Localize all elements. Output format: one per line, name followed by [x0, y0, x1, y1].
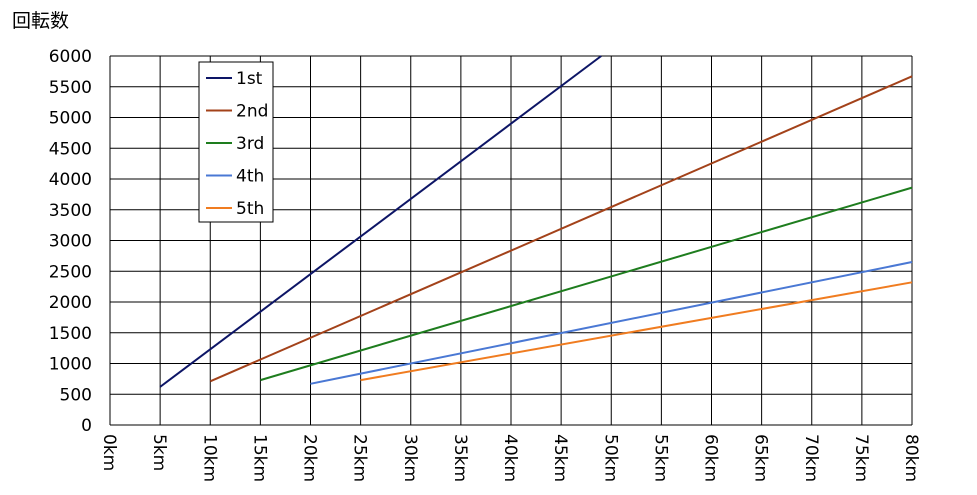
- x-tick-label: 20km: [300, 434, 320, 482]
- y-tick-label: 1500: [49, 324, 92, 344]
- legend-label-5th: 5th: [236, 199, 264, 219]
- legend: 1st 2nd 3rd 4th 5th: [198, 61, 274, 223]
- x-tick-label: 45km: [550, 434, 570, 482]
- legend-label-3rd: 3rd: [236, 134, 264, 154]
- x-tick-label: 80km: [901, 434, 921, 482]
- y-tick-label: 2000: [49, 293, 92, 313]
- x-tick-label: 25km: [350, 434, 370, 482]
- x-tick-label: 50km: [600, 434, 620, 482]
- series-line-3rd: [260, 186, 913, 382]
- y-tick-label: 2500: [49, 262, 92, 282]
- y-tick-label: 1000: [49, 355, 92, 375]
- y-tick-label: 6000: [49, 47, 92, 67]
- y-tick-label: 500: [60, 385, 92, 405]
- legend-label-2nd: 2nd: [236, 102, 268, 122]
- x-tick-labels: 0km 5km 10km 15km 20km 25km 30km 35km 40km 45km 50…: [99, 434, 921, 482]
- series-line-4th: [310, 261, 913, 385]
- x-tick-label: 70km: [801, 434, 821, 482]
- x-tick-label: 55km: [650, 434, 670, 482]
- y-tick-label: 3000: [49, 232, 92, 252]
- x-tick-label: 5km: [149, 434, 169, 471]
- legend-label-1st: 1st: [236, 69, 263, 89]
- y-tick-label: 5500: [49, 78, 92, 98]
- x-tick-label: 30km: [400, 434, 420, 482]
- series-lines: [159, 55, 913, 388]
- y-tick-label: 3500: [49, 201, 92, 221]
- legend-label-4th: 4th: [236, 167, 264, 187]
- x-tick-label: 65km: [751, 434, 771, 482]
- x-tick-label: 75km: [851, 434, 871, 482]
- x-tick-label: 60km: [701, 434, 721, 482]
- x-tick-label: 10km: [199, 434, 219, 482]
- series-line-2nd: [209, 75, 913, 383]
- y-tick-label: 0: [81, 416, 92, 436]
- series-line-1st: [159, 55, 602, 388]
- x-tick-label: 0km: [99, 434, 119, 471]
- series-line-5th: [360, 281, 913, 382]
- x-tick-label: 15km: [249, 434, 269, 482]
- x-tick-label: 35km: [450, 434, 470, 482]
- y-tick-label: 4000: [49, 170, 92, 190]
- y-axis-title: 回転数: [12, 10, 70, 32]
- y-tick-labels: 0 500 1000 1500 2000 2500 3000 3500 4000 4500 5000…: [49, 47, 92, 436]
- y-tick-label: 5000: [49, 109, 92, 129]
- x-tick-label: 40km: [500, 434, 520, 482]
- y-tick-label: 4500: [49, 139, 92, 159]
